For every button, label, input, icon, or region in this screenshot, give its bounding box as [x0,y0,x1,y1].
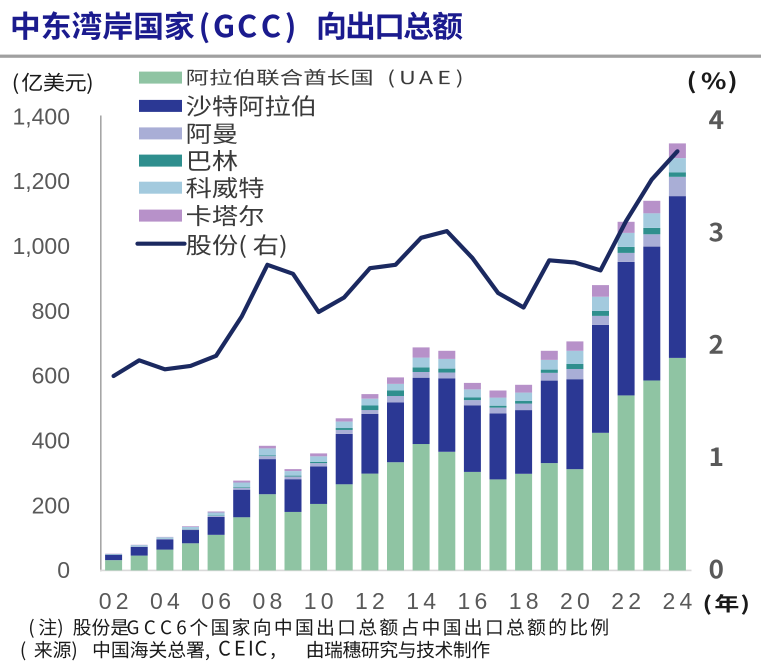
svg-text:1,200: 1,200 [12,168,70,194]
svg-text:04: 04 [150,588,184,614]
svg-text:800: 800 [32,298,70,324]
svg-text:12: 12 [355,588,389,614]
svg-text:06: 06 [201,588,235,614]
svg-text:1,400: 1,400 [12,103,70,129]
svg-text:200: 200 [32,492,70,518]
svg-text:10: 10 [304,588,338,614]
svg-text:16: 16 [458,588,492,614]
svg-text:600: 600 [32,363,70,389]
svg-text:18: 18 [509,588,543,614]
svg-text:0: 0 [57,557,70,583]
svg-text:02: 02 [99,588,133,614]
svg-text:22: 22 [611,588,645,614]
svg-text:14: 14 [406,588,440,614]
svg-text:20: 20 [560,588,594,614]
svg-text:1,000: 1,000 [12,233,70,259]
svg-text:24: 24 [663,588,697,614]
svg-text:400: 400 [32,428,70,454]
svg-text:08: 08 [253,588,287,614]
